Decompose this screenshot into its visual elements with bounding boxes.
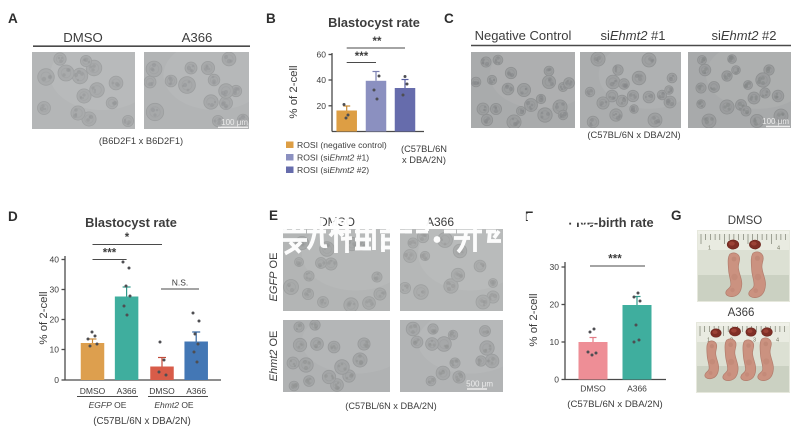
- svg-text:60: 60: [317, 50, 327, 60]
- svg-text:3: 3: [753, 338, 756, 344]
- svg-text:siEhmt2 #1: siEhmt2 #1: [600, 28, 665, 43]
- svg-text:500 μm: 500 μm: [466, 380, 493, 389]
- svg-text:Ehmt2 OE: Ehmt2 OE: [268, 331, 280, 382]
- svg-text:siEhmt2 #2: siEhmt2 #2: [711, 28, 776, 43]
- svg-text:DMSO: DMSO: [63, 30, 103, 45]
- svg-text:Ehmt2 OE: Ehmt2 OE: [154, 400, 194, 410]
- svg-text:(C57BL/6N x DBA/2N): (C57BL/6N x DBA/2N): [345, 401, 436, 411]
- svg-text:Negative Control: Negative Control: [475, 28, 572, 43]
- svg-text:C: C: [444, 11, 454, 26]
- svg-text:***: ***: [608, 254, 622, 266]
- svg-text:E: E: [269, 208, 278, 223]
- svg-text:DMSO: DMSO: [728, 215, 763, 227]
- svg-text:10: 10: [50, 345, 60, 355]
- svg-text:***: ***: [355, 51, 369, 63]
- svg-text:***: ***: [103, 248, 117, 260]
- svg-text:4: 4: [776, 338, 779, 344]
- svg-text:ROSI (siEhmt2 #1): ROSI (siEhmt2 #1): [297, 153, 369, 163]
- svg-text:G: G: [671, 208, 682, 223]
- svg-text:D: D: [8, 209, 18, 224]
- svg-text:100 μm: 100 μm: [762, 117, 789, 126]
- svg-text:A366: A366: [186, 386, 206, 396]
- svg-text:10: 10: [550, 337, 560, 347]
- svg-text:100 μm: 100 μm: [221, 118, 248, 127]
- svg-text:(C57BL/6N: (C57BL/6N: [401, 144, 447, 154]
- svg-text:40: 40: [317, 75, 327, 85]
- svg-text:A366: A366: [627, 384, 647, 394]
- svg-text:1: 1: [707, 338, 710, 344]
- svg-text:**: **: [373, 36, 382, 48]
- svg-text:A366: A366: [426, 215, 454, 229]
- svg-text:Blastocyst rate: Blastocyst rate: [328, 15, 420, 30]
- svg-text:DMSO: DMSO: [580, 384, 606, 394]
- svg-text:1: 1: [708, 246, 711, 252]
- svg-text:DMSO: DMSO: [80, 386, 106, 396]
- svg-text:(C57BL/6N x DBA/2N): (C57BL/6N x DBA/2N): [93, 416, 190, 427]
- svg-text:EGFP OE: EGFP OE: [268, 253, 280, 302]
- svg-text:30: 30: [550, 262, 560, 272]
- svg-text:% of 2-cell: % of 2-cell: [38, 291, 50, 344]
- svg-text:20: 20: [50, 315, 60, 325]
- svg-text:*: *: [125, 232, 130, 244]
- svg-text:0: 0: [554, 375, 559, 385]
- svg-text:40: 40: [50, 255, 60, 265]
- svg-text:4: 4: [777, 246, 780, 252]
- svg-text:ROSI (siEhmt2 #2): ROSI (siEhmt2 #2): [297, 165, 369, 175]
- svg-text:A366: A366: [182, 30, 213, 45]
- svg-text:A366: A366: [728, 307, 755, 319]
- svg-text:20: 20: [550, 300, 560, 310]
- svg-text:Blastocyst rate: Blastocyst rate: [85, 215, 177, 230]
- svg-text:% of 2-cell: % of 2-cell: [528, 293, 540, 346]
- svg-text:(C57BL/6N x DBA/2N): (C57BL/6N x DBA/2N): [567, 399, 662, 410]
- svg-text:A366: A366: [117, 386, 137, 396]
- svg-text:N.S.: N.S.: [172, 278, 189, 288]
- svg-text:20: 20: [317, 101, 327, 111]
- svg-text:x DBA/2N): x DBA/2N): [402, 155, 446, 165]
- svg-text:EGFP OE: EGFP OE: [89, 400, 127, 410]
- svg-text:30: 30: [50, 285, 60, 295]
- svg-text:ROSI (negative control): ROSI (negative control): [297, 140, 387, 150]
- svg-text:(B6D2F1 x B6D2F1): (B6D2F1 x B6D2F1): [99, 136, 183, 146]
- svg-text:DMSO: DMSO: [149, 386, 175, 396]
- svg-text:B: B: [266, 11, 276, 26]
- svg-text:(C57BL/6N x DBA/2N): (C57BL/6N x DBA/2N): [587, 129, 680, 140]
- svg-text:A: A: [8, 11, 18, 26]
- svg-text:0: 0: [54, 375, 59, 385]
- svg-text:% of 2-cell: % of 2-cell: [288, 65, 300, 118]
